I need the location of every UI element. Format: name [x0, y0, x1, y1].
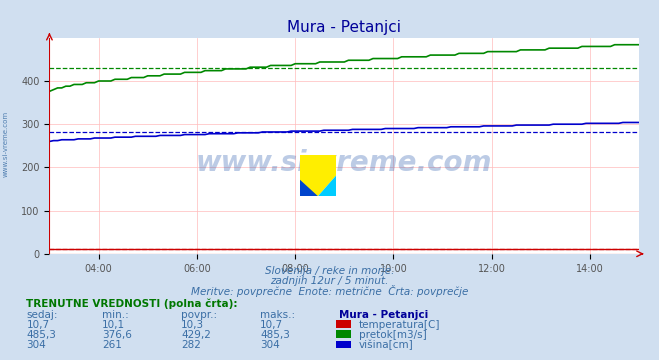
Text: 10,3: 10,3 — [181, 320, 204, 330]
Text: Slovenija / reke in morje.: Slovenija / reke in morje. — [265, 266, 394, 276]
Bar — [336, 320, 351, 328]
Text: pretok[m3/s]: pretok[m3/s] — [359, 330, 427, 340]
Bar — [336, 341, 351, 348]
Text: 485,3: 485,3 — [260, 330, 290, 340]
Text: maks.:: maks.: — [260, 310, 295, 320]
Text: 429,2: 429,2 — [181, 330, 211, 340]
Polygon shape — [300, 155, 336, 196]
Polygon shape — [318, 175, 336, 196]
Text: 485,3: 485,3 — [26, 330, 56, 340]
Text: zadnjih 12ur / 5 minut.: zadnjih 12ur / 5 minut. — [270, 276, 389, 287]
Polygon shape — [300, 180, 318, 196]
Text: Meritve: povprečne  Enote: metrične  Črta: povprečje: Meritve: povprečne Enote: metrične Črta:… — [191, 285, 468, 297]
Text: temperatura[C]: temperatura[C] — [359, 320, 441, 330]
Text: 10,7: 10,7 — [26, 320, 49, 330]
Text: min.:: min.: — [102, 310, 129, 320]
Text: povpr.:: povpr.: — [181, 310, 217, 320]
Title: Mura - Petanjci: Mura - Petanjci — [287, 20, 401, 35]
Text: www.si-vreme.com: www.si-vreme.com — [196, 149, 492, 177]
Text: 304: 304 — [260, 340, 280, 350]
Text: Mura - Petanjci: Mura - Petanjci — [339, 310, 428, 320]
Text: 304: 304 — [26, 340, 46, 350]
Text: 376,6: 376,6 — [102, 330, 132, 340]
Text: 261: 261 — [102, 340, 122, 350]
Text: 10,7: 10,7 — [260, 320, 283, 330]
Text: 10,1: 10,1 — [102, 320, 125, 330]
Text: TRENUTNE VREDNOSTI (polna črta):: TRENUTNE VREDNOSTI (polna črta): — [26, 298, 238, 309]
Text: sedaj:: sedaj: — [26, 310, 58, 320]
Text: www.si-vreme.com: www.si-vreme.com — [2, 111, 9, 177]
Text: višina[cm]: višina[cm] — [359, 339, 414, 350]
Bar — [336, 330, 351, 338]
Text: 282: 282 — [181, 340, 201, 350]
